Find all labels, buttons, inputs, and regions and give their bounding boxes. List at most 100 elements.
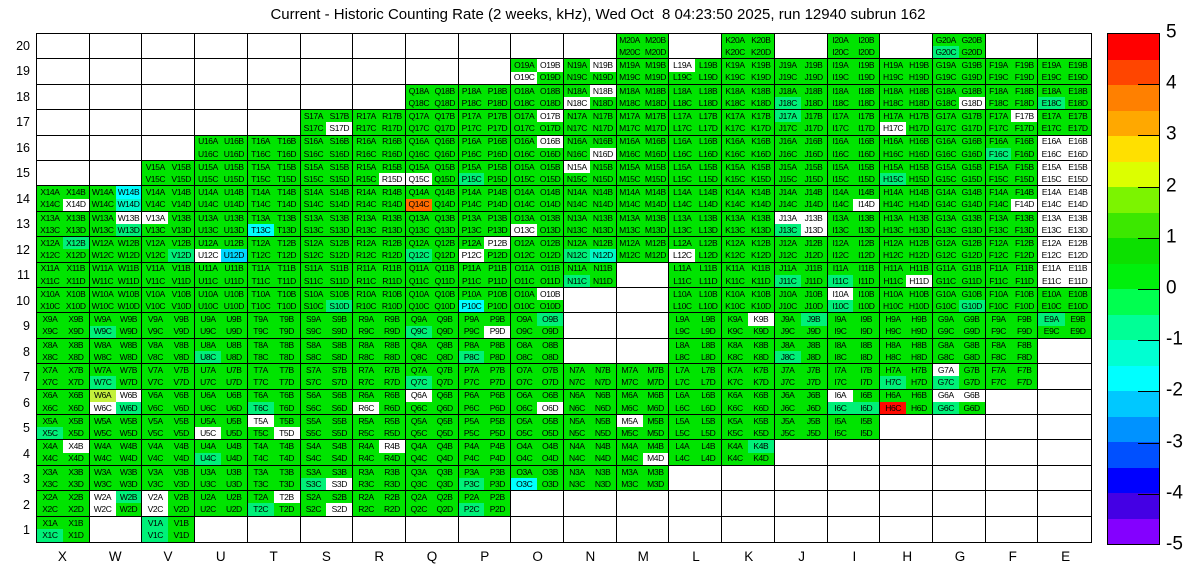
grid-cell-L7: L7A L7B L7C L7D bbox=[669, 364, 723, 390]
colorbar-label--4: -4 bbox=[1166, 482, 1183, 504]
channel-U10A: U10A bbox=[195, 287, 221, 301]
channel-T7C: T7C bbox=[247, 376, 274, 389]
channel-I11B: I11B bbox=[853, 262, 880, 275]
channel-J12C: J12C bbox=[774, 249, 801, 262]
channel-P13A: P13A bbox=[458, 211, 485, 224]
colorbar-band-0 bbox=[1108, 34, 1159, 60]
channel-V5B: V5B bbox=[168, 414, 195, 428]
channel-T8C: T8C bbox=[247, 350, 274, 364]
channel-E18B: E18B bbox=[1064, 84, 1091, 97]
channel-F10C: F10C bbox=[985, 300, 1012, 313]
channel-L15C: L15C bbox=[669, 173, 696, 186]
channel-T10D: T10D bbox=[273, 300, 300, 313]
grid-cell-K9: K9A K9B K9C K9D bbox=[722, 313, 775, 339]
channel-R3C: R3C bbox=[353, 477, 380, 491]
channel-K6B: K6B bbox=[747, 389, 774, 402]
channel-J16A: J16A bbox=[774, 135, 801, 148]
channel-J9D: J9D bbox=[800, 325, 827, 338]
channel-E14B: E14B bbox=[1064, 186, 1091, 199]
grid-cell-E12: E12A E12B E12C E12D bbox=[1038, 237, 1091, 263]
channel-O10C: O10C bbox=[511, 300, 538, 313]
channel-J5A: J5A bbox=[774, 414, 801, 428]
channel-N6B: N6B bbox=[589, 389, 616, 402]
channel-K12C: K12C bbox=[722, 249, 748, 262]
channel-X9B: X9B bbox=[62, 313, 89, 326]
channel-J12D: J12D bbox=[800, 249, 827, 262]
channel-V8D: V8D bbox=[168, 350, 195, 364]
channel-V9A: V9A bbox=[142, 313, 169, 326]
channel-L6A: L6A bbox=[669, 389, 696, 402]
channel-P8A: P8A bbox=[458, 338, 485, 351]
channel-M17C: M17C bbox=[616, 122, 643, 135]
grid-cell-G5 bbox=[932, 414, 986, 441]
grid-cell-M9 bbox=[616, 313, 670, 339]
channel-Q17C: Q17C bbox=[405, 122, 432, 135]
channel-J10D: J10D bbox=[800, 300, 827, 313]
grid-cell-K18: K18A K18B K18C K18D bbox=[722, 84, 775, 111]
channel-T2C: T2C bbox=[247, 503, 274, 516]
channel-L13B: L13B bbox=[695, 211, 722, 224]
channel-R4D: R4D bbox=[379, 452, 405, 465]
channel-O17C: O17C bbox=[511, 122, 538, 135]
grid-cell-I10: I10A I10B I10C I10D bbox=[827, 287, 881, 314]
grid-cell-Q8: Q8A Q8B Q8C Q8D bbox=[405, 338, 459, 365]
channel-K7B: K7B bbox=[747, 364, 774, 377]
grid-cell-U14: U14A U14B U14C U14D bbox=[195, 186, 248, 212]
channel-H6A: H6A bbox=[880, 389, 907, 402]
channel-F10A: F10A bbox=[985, 287, 1012, 301]
channel-Q11B: Q11B bbox=[431, 262, 458, 275]
channel-J5C: J5C bbox=[774, 427, 801, 440]
channel-S11C: S11C bbox=[300, 274, 327, 287]
channel-G19D: G19D bbox=[958, 71, 985, 84]
channel-N5B: N5B bbox=[589, 414, 616, 428]
channel-T4B: T4B bbox=[273, 440, 300, 453]
grid-cell-O1 bbox=[511, 516, 564, 542]
grid-cell-G17: G17A G17B G17C G17D bbox=[932, 110, 986, 136]
channel-O6D: O6D bbox=[537, 401, 563, 414]
grid-cell-M12: M12A M12B M12C M12D bbox=[616, 237, 670, 263]
grid-cell-M6: M6A M6B M6C M6D bbox=[616, 389, 670, 415]
grid-cell-S13: S13A S13B S13C S13D bbox=[300, 211, 354, 238]
grid-cell-E19: E19A E19B E19C E19D bbox=[1038, 59, 1091, 85]
channel-X8B: X8B bbox=[62, 338, 89, 351]
channel-Q16C: Q16C bbox=[405, 147, 432, 160]
channel-L11B: L11B bbox=[695, 262, 722, 275]
channel-Q10C: Q10C bbox=[405, 300, 432, 313]
channel-X5D: X5D bbox=[62, 427, 89, 440]
channel-T4D: T4D bbox=[273, 452, 300, 465]
channel-V7B: V7B bbox=[168, 364, 195, 377]
grid-cell-L12: L12A L12B L12C L12D bbox=[669, 237, 723, 263]
grid-cell-X13: X13A X13B X13C X13D bbox=[37, 211, 90, 238]
channel-F18C: F18C bbox=[985, 96, 1012, 110]
channel-F9B: F9B bbox=[1011, 313, 1038, 326]
channel-H10B: H10B bbox=[906, 287, 932, 301]
grid-cell-K11: K11A K11B K11C K11D bbox=[722, 262, 775, 288]
x-tick-label-O: O bbox=[532, 549, 543, 564]
channel-O12C: O12C bbox=[511, 249, 538, 262]
grid-cell-F5 bbox=[985, 414, 1039, 441]
channel-J11B: J11B bbox=[800, 262, 827, 275]
channel-K8D: K8D bbox=[747, 350, 774, 364]
channel-N6C: N6C bbox=[564, 401, 590, 414]
channel-X11B: X11B bbox=[62, 262, 89, 275]
channel-N12C: N12C bbox=[564, 249, 590, 262]
channel-J5D: J5D bbox=[800, 427, 827, 440]
channel-N15A: N15A bbox=[564, 160, 590, 174]
grid-cell-X20 bbox=[37, 34, 90, 60]
grid-cell-E5 bbox=[1038, 415, 1091, 441]
channel-S13C: S13C bbox=[300, 223, 327, 237]
channel-S12C: S12C bbox=[300, 249, 327, 262]
grid-cell-J17: J17A J17B J17C J17D bbox=[774, 110, 828, 136]
channel-S3C: S3C bbox=[300, 477, 327, 491]
channel-H13A: H13A bbox=[880, 211, 907, 224]
channel-E10C: E10C bbox=[1038, 300, 1065, 313]
channel-G7C: G7C bbox=[932, 376, 959, 389]
colorbar-tick-1 bbox=[1138, 237, 1159, 239]
y-tick-label-10: 10 bbox=[16, 293, 30, 308]
channel-L11D: L11D bbox=[695, 274, 722, 287]
channel-N3C: N3C bbox=[564, 477, 590, 491]
channel-V10A: V10A bbox=[142, 287, 169, 301]
grid-cell-X6: X6A X6B X6C X6D bbox=[37, 389, 90, 415]
channel-S16B: S16B bbox=[326, 135, 353, 148]
channel-X9A: X9A bbox=[37, 313, 63, 326]
